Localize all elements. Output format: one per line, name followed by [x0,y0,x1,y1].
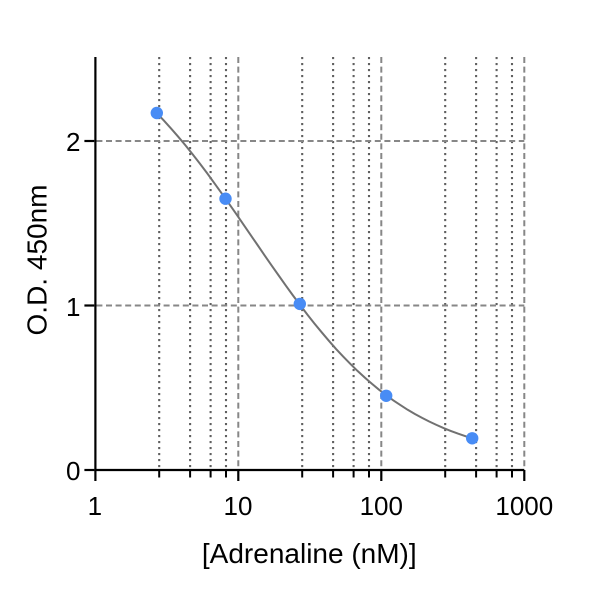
svg-text:1: 1 [66,292,80,322]
svg-text:O.D. 450nm: O.D. 450nm [22,185,53,336]
svg-text:0: 0 [66,456,80,486]
svg-text:10: 10 [224,491,253,521]
svg-text:2: 2 [66,127,80,157]
svg-text:1000: 1000 [495,491,553,521]
svg-text:100: 100 [360,491,403,521]
svg-text:1: 1 [88,491,102,521]
svg-text:[Adrenaline (nM)]: [Adrenaline (nM)] [202,538,417,569]
